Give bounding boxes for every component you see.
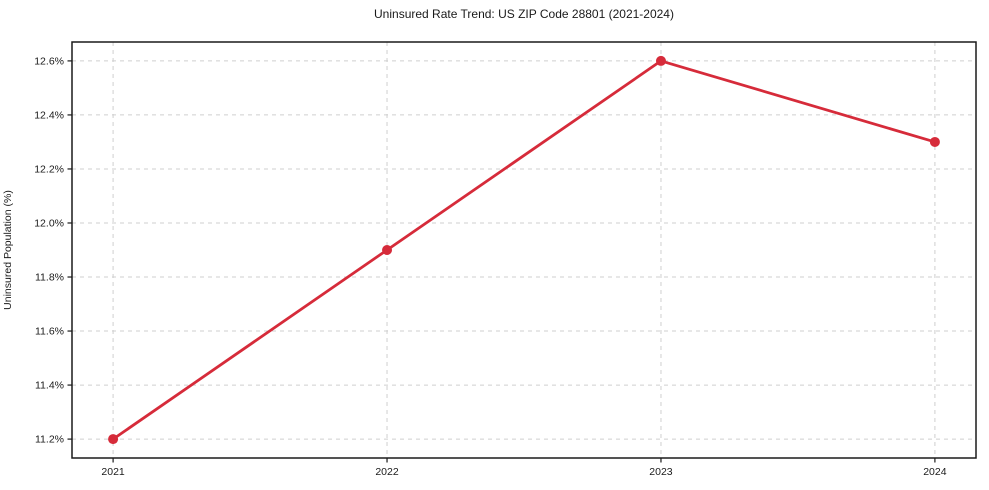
y-axis-label: Uninsured Population (%) <box>2 190 14 310</box>
y-tick-label: 12.0% <box>34 217 64 229</box>
data-point-marker <box>655 55 666 66</box>
y-tick-label: 11.4% <box>35 380 64 392</box>
x-tick-label: 2021 <box>101 466 125 478</box>
data-point-marker <box>929 136 940 147</box>
y-tick-label: 11.8% <box>35 272 64 284</box>
y-tick-label: 12.2% <box>34 163 64 175</box>
data-point-marker <box>108 434 119 445</box>
y-tick-label: 11.6% <box>35 326 64 338</box>
y-tick-label: 12.4% <box>34 109 64 121</box>
plot-border <box>71 41 977 459</box>
x-tick-label: 2024 <box>923 466 947 478</box>
data-line <box>111 59 937 441</box>
x-tick-label: 2023 <box>649 466 673 478</box>
chart-title: Uninsured Rate Trend: US ZIP Code 28801 … <box>374 7 674 21</box>
y-tick-label: 11.2% <box>35 434 64 446</box>
x-tick-label: 2022 <box>375 466 399 478</box>
data-point-marker <box>382 245 393 255</box>
y-tick-label: 12.6% <box>34 55 64 67</box>
